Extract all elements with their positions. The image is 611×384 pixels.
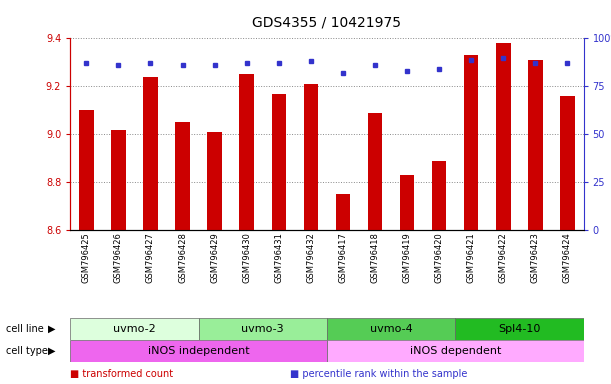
Text: GSM796428: GSM796428 <box>178 232 187 283</box>
Text: GSM796432: GSM796432 <box>306 232 315 283</box>
Text: GSM796423: GSM796423 <box>531 232 540 283</box>
Text: GSM796429: GSM796429 <box>210 232 219 283</box>
Bar <box>175 122 190 230</box>
Bar <box>432 161 447 230</box>
Text: Spl4-10: Spl4-10 <box>498 324 541 334</box>
Bar <box>496 43 511 230</box>
Text: ▶: ▶ <box>48 324 56 334</box>
Text: GSM796430: GSM796430 <box>242 232 251 283</box>
Text: cell line: cell line <box>6 324 44 334</box>
Bar <box>528 60 543 230</box>
Text: GSM796431: GSM796431 <box>274 232 284 283</box>
Bar <box>335 194 350 230</box>
Bar <box>70 318 199 340</box>
Text: iNOS independent: iNOS independent <box>148 346 249 356</box>
Text: GSM796418: GSM796418 <box>370 232 379 283</box>
Text: uvmo-4: uvmo-4 <box>370 324 412 334</box>
Text: cell type: cell type <box>6 346 48 356</box>
Bar <box>207 132 222 230</box>
Text: GSM796426: GSM796426 <box>114 232 123 283</box>
Text: uvmo-3: uvmo-3 <box>241 324 284 334</box>
Text: ■ percentile rank within the sample: ■ percentile rank within the sample <box>290 369 467 379</box>
Text: GSM796427: GSM796427 <box>146 232 155 283</box>
Text: ▶: ▶ <box>48 346 56 356</box>
Text: uvmo-2: uvmo-2 <box>113 324 156 334</box>
Bar <box>327 340 584 362</box>
Text: GSM796417: GSM796417 <box>338 232 348 283</box>
Text: iNOS dependent: iNOS dependent <box>409 346 501 356</box>
Text: GSM796419: GSM796419 <box>403 232 412 283</box>
Bar <box>368 113 382 230</box>
Bar <box>70 340 327 362</box>
Text: GSM796424: GSM796424 <box>563 232 572 283</box>
Bar <box>199 318 327 340</box>
Text: GSM796425: GSM796425 <box>82 232 91 283</box>
Bar <box>327 318 455 340</box>
Text: GSM796420: GSM796420 <box>434 232 444 283</box>
Text: GSM796422: GSM796422 <box>499 232 508 283</box>
Bar <box>304 84 318 230</box>
Bar <box>271 94 286 230</box>
Bar <box>111 130 126 230</box>
Bar <box>464 55 478 230</box>
Bar <box>240 74 254 230</box>
Bar <box>79 111 93 230</box>
Text: ■ transformed count: ■ transformed count <box>70 369 174 379</box>
Text: GDS4355 / 10421975: GDS4355 / 10421975 <box>252 15 401 29</box>
Bar <box>455 318 584 340</box>
Bar <box>400 175 414 230</box>
Bar <box>560 96 575 230</box>
Text: GSM796421: GSM796421 <box>467 232 476 283</box>
Bar <box>143 77 158 230</box>
